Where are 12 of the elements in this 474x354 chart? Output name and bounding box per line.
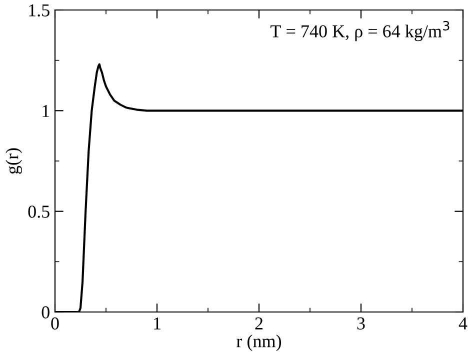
x-tick-label: 3 <box>357 317 365 330</box>
x-tick-label: 1 <box>154 317 160 330</box>
y-axis-title: g(r) <box>6 148 22 174</box>
y-tick-label: 1.5 <box>29 4 50 17</box>
x-tick-label: 0 <box>51 317 59 330</box>
y-tick-label: 0 <box>42 306 50 318</box>
y-tick-label: 0.5 <box>28 206 50 218</box>
x-axis-title: r (nm) <box>236 334 282 351</box>
annotation: T = 740 K, ρ = 64 kg/m$^{3}$ <box>270 20 450 42</box>
y-tick-label: 1 <box>42 105 50 117</box>
x-tick-label: 4 <box>458 318 468 330</box>
x-tick-label: 2 <box>255 317 263 330</box>
